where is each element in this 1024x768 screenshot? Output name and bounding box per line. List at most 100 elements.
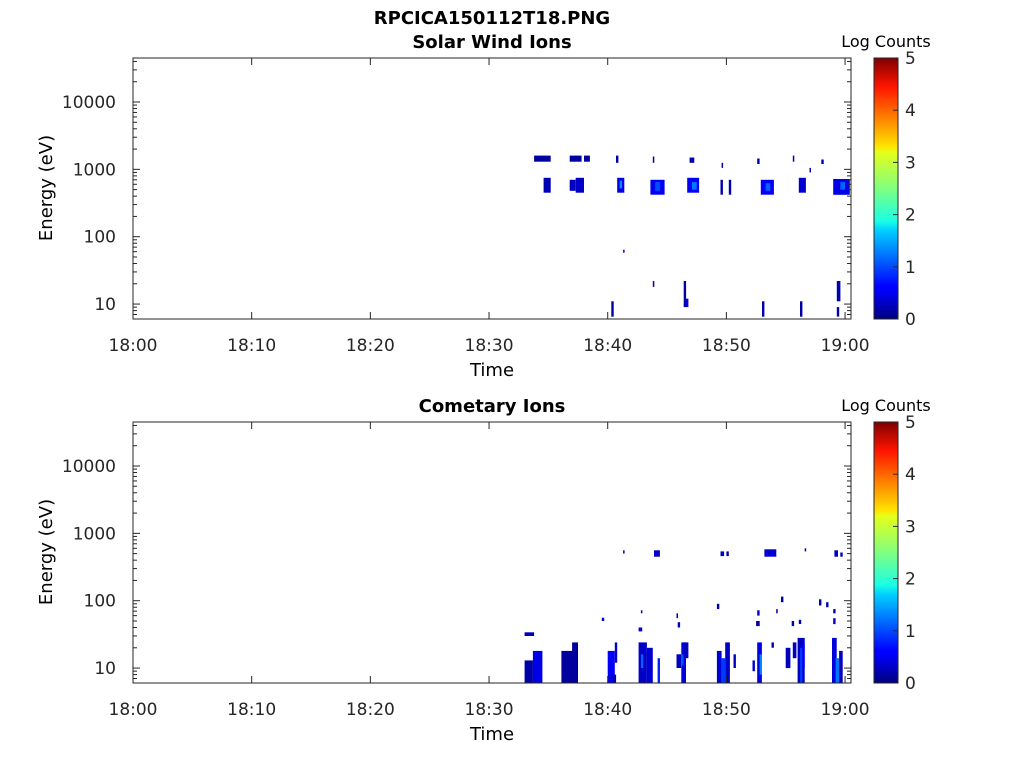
x-tick-label: 18:00 (109, 336, 158, 356)
colorbar-tick-label: 3 (905, 517, 916, 537)
heatmap-cell (756, 621, 760, 627)
heatmap-cell (652, 281, 655, 287)
heatmap-cell (569, 179, 576, 191)
heatmap-cell (835, 658, 840, 683)
heatmap-cell (721, 658, 726, 683)
heatmap-cell (716, 603, 720, 610)
heatmap-cell (692, 182, 697, 190)
colorbar-tick-label: 4 (905, 101, 916, 121)
x-tick-label: 18:50 (702, 336, 751, 356)
heatmap-cell (752, 660, 755, 672)
heatmap-cell (836, 307, 840, 317)
heatmap-cell (655, 182, 660, 191)
heatmap-cell (681, 654, 684, 666)
heatmap-cell (532, 650, 543, 683)
heatmap-cell (720, 179, 723, 195)
plot-frame (132, 57, 852, 320)
heatmap-cell (572, 642, 578, 683)
colorbar-tick-label: 5 (905, 49, 916, 69)
heatmap-cell (616, 155, 619, 163)
heatmap-cell (676, 654, 682, 668)
heatmap-cell (785, 647, 791, 669)
colorbar-tick-label: 2 (905, 570, 916, 590)
colorbar (873, 421, 899, 684)
heatmap-cell (826, 602, 829, 608)
colorbar-label: Log Counts (841, 32, 931, 51)
heatmap-cell (575, 177, 584, 193)
heatmap-cell (612, 674, 617, 683)
heatmap-cell (721, 162, 724, 168)
x-tick-label: 18:40 (583, 336, 632, 356)
heatmap-cell (584, 155, 590, 162)
x-tick-label: 18:00 (109, 700, 158, 720)
y-axis-ticks: 10 100 1000 10000 (62, 60, 851, 320)
heatmap-cell (757, 642, 762, 683)
heatmap-cell (619, 180, 622, 189)
figure-title: RPCICA150112T18.PNG (374, 8, 610, 29)
heatmap-cell (762, 301, 765, 317)
heatmap-cell (654, 550, 660, 557)
heatmap-cell (798, 619, 802, 624)
colorbar-tick-label: 1 (905, 258, 916, 278)
heatmap-cell (792, 642, 797, 659)
heatmap-cell (792, 155, 795, 162)
panel-title: Solar Wind Ions (412, 32, 571, 53)
x-axis-ticks: 18:00 18:10 18:20 18:30 18:40 18:50 19:00 (109, 58, 870, 356)
heatmap-cell (652, 156, 655, 163)
heatmap-cell (833, 618, 836, 625)
colorbar-tick-label: 1 (905, 622, 916, 642)
heatmap-cell (781, 596, 784, 603)
heatmap-cell (728, 179, 732, 195)
y-tick-label: 10 (94, 659, 116, 679)
y-tick-label: 10000 (62, 93, 116, 113)
colorbar-tick-label: 4 (905, 465, 916, 485)
heatmap-cell (800, 647, 803, 683)
heatmap-cell (765, 183, 771, 191)
heatmap-cell (534, 155, 551, 162)
heatmap-cell (607, 650, 615, 683)
y-tick-label: 100 (84, 228, 116, 248)
heatmap-cell (623, 550, 625, 554)
y-tick-label: 1000 (73, 160, 116, 180)
heatmap-cell (776, 609, 778, 614)
heatmap-cell (640, 610, 643, 614)
heatmap-cell (524, 660, 533, 683)
x-tick-label: 18:30 (465, 336, 514, 356)
colorbar-tick-label: 5 (905, 413, 916, 433)
heatmap-cell (611, 301, 614, 317)
x-tick-label: 19:00 (821, 336, 870, 356)
heatmap-cell (683, 642, 689, 659)
heatmap-cell (819, 599, 822, 606)
x-tick-label: 18:20 (346, 336, 395, 356)
x-tick-label: 18:10 (227, 336, 276, 356)
heatmap-cell (757, 610, 760, 616)
y-tick-label: 1000 (73, 524, 116, 544)
heatmap-cell (683, 281, 687, 308)
heatmap-cell (840, 182, 845, 190)
y-tick-label: 100 (84, 592, 116, 612)
heatmap-cell (771, 642, 774, 648)
x-tick-label: 18:40 (583, 700, 632, 720)
x-axis-label: Time (469, 360, 514, 381)
heatmap-cell (657, 658, 660, 683)
heatmap-cell (821, 159, 824, 164)
y-axis-label: Energy (eV) (36, 135, 57, 241)
heatmap-cell (832, 637, 837, 683)
heatmap-cell (638, 627, 643, 632)
heatmap-cell (804, 548, 807, 552)
plot-frame (132, 421, 852, 684)
heatmap-cell (725, 642, 730, 683)
panel-title: Cometary Ions (419, 396, 566, 417)
heatmap-cell (733, 654, 736, 668)
heatmap-cell (834, 550, 838, 557)
x-tick-label: 18:20 (346, 700, 395, 720)
heatmap-cell (720, 551, 725, 557)
heatmap-cell (716, 650, 722, 683)
heatmap-cell (543, 177, 551, 193)
y-axis-ticks: 10 100 1000 10000 (62, 424, 851, 684)
heatmap-cell (802, 642, 805, 668)
heatmap-cell (800, 301, 803, 317)
heatmap-cell (809, 167, 811, 173)
